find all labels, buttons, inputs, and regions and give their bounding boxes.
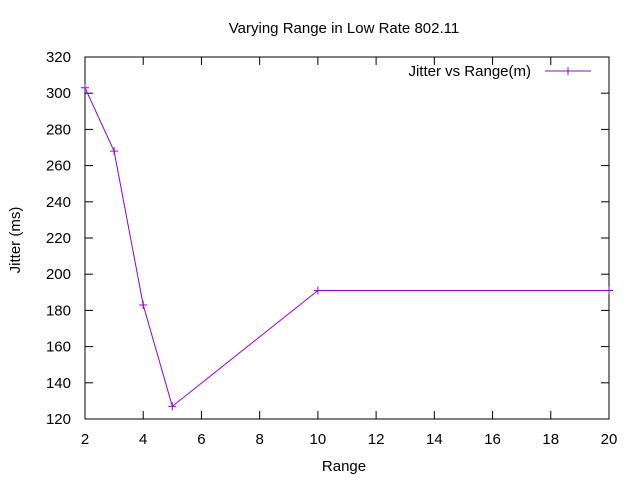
x-axis-label: Range xyxy=(322,458,366,475)
data-point xyxy=(168,402,177,411)
x-tick-label: 12 xyxy=(368,431,385,448)
x-tick-label: 8 xyxy=(255,431,263,448)
x-tick-label: 18 xyxy=(542,431,559,448)
legend-marker xyxy=(564,67,572,75)
y-axis-label: Jitter (ms) xyxy=(7,207,24,274)
x-tick-label: 16 xyxy=(484,431,501,448)
y-tick-label: 280 xyxy=(46,121,71,138)
legend-label: Jitter vs Range(m) xyxy=(408,63,531,80)
data-point xyxy=(110,147,119,156)
x-tick-label: 10 xyxy=(310,431,327,448)
y-tick-label: 220 xyxy=(46,230,71,247)
y-tick-label: 300 xyxy=(46,85,71,102)
x-tick-label: 4 xyxy=(139,431,147,448)
data-point xyxy=(605,286,613,295)
y-tick-label: 120 xyxy=(46,411,71,428)
plot-frame xyxy=(84,56,610,420)
y-axis-ticks: 120 140 160 180 200 220 240 260 280 300 320 xyxy=(46,49,609,428)
y-tick-label: 140 xyxy=(46,375,71,392)
data-point xyxy=(81,83,89,92)
y-tick-label: 320 xyxy=(46,49,71,66)
y-tick-label: 180 xyxy=(46,302,71,319)
legend: Jitter vs Range(m) xyxy=(408,63,591,80)
data-point xyxy=(139,300,148,309)
y-tick-label: 260 xyxy=(46,158,71,175)
x-tick-label: 20 xyxy=(601,431,618,448)
chart-title: Varying Range in Low Rate 802.11 xyxy=(229,20,459,37)
y-tick-label: 160 xyxy=(46,339,71,356)
y-tick-label: 200 xyxy=(46,266,71,283)
x-tick-label: 2 xyxy=(81,431,89,448)
x-axis-ticks: 2 4 6 8 10 12 14 16 18 20 xyxy=(81,57,618,448)
x-tick-label: 6 xyxy=(197,431,205,448)
series-line xyxy=(84,87,609,408)
y-tick-label: 240 xyxy=(46,194,71,211)
x-tick-label: 14 xyxy=(426,431,443,448)
series-layer xyxy=(81,83,613,411)
data-point xyxy=(313,286,322,295)
